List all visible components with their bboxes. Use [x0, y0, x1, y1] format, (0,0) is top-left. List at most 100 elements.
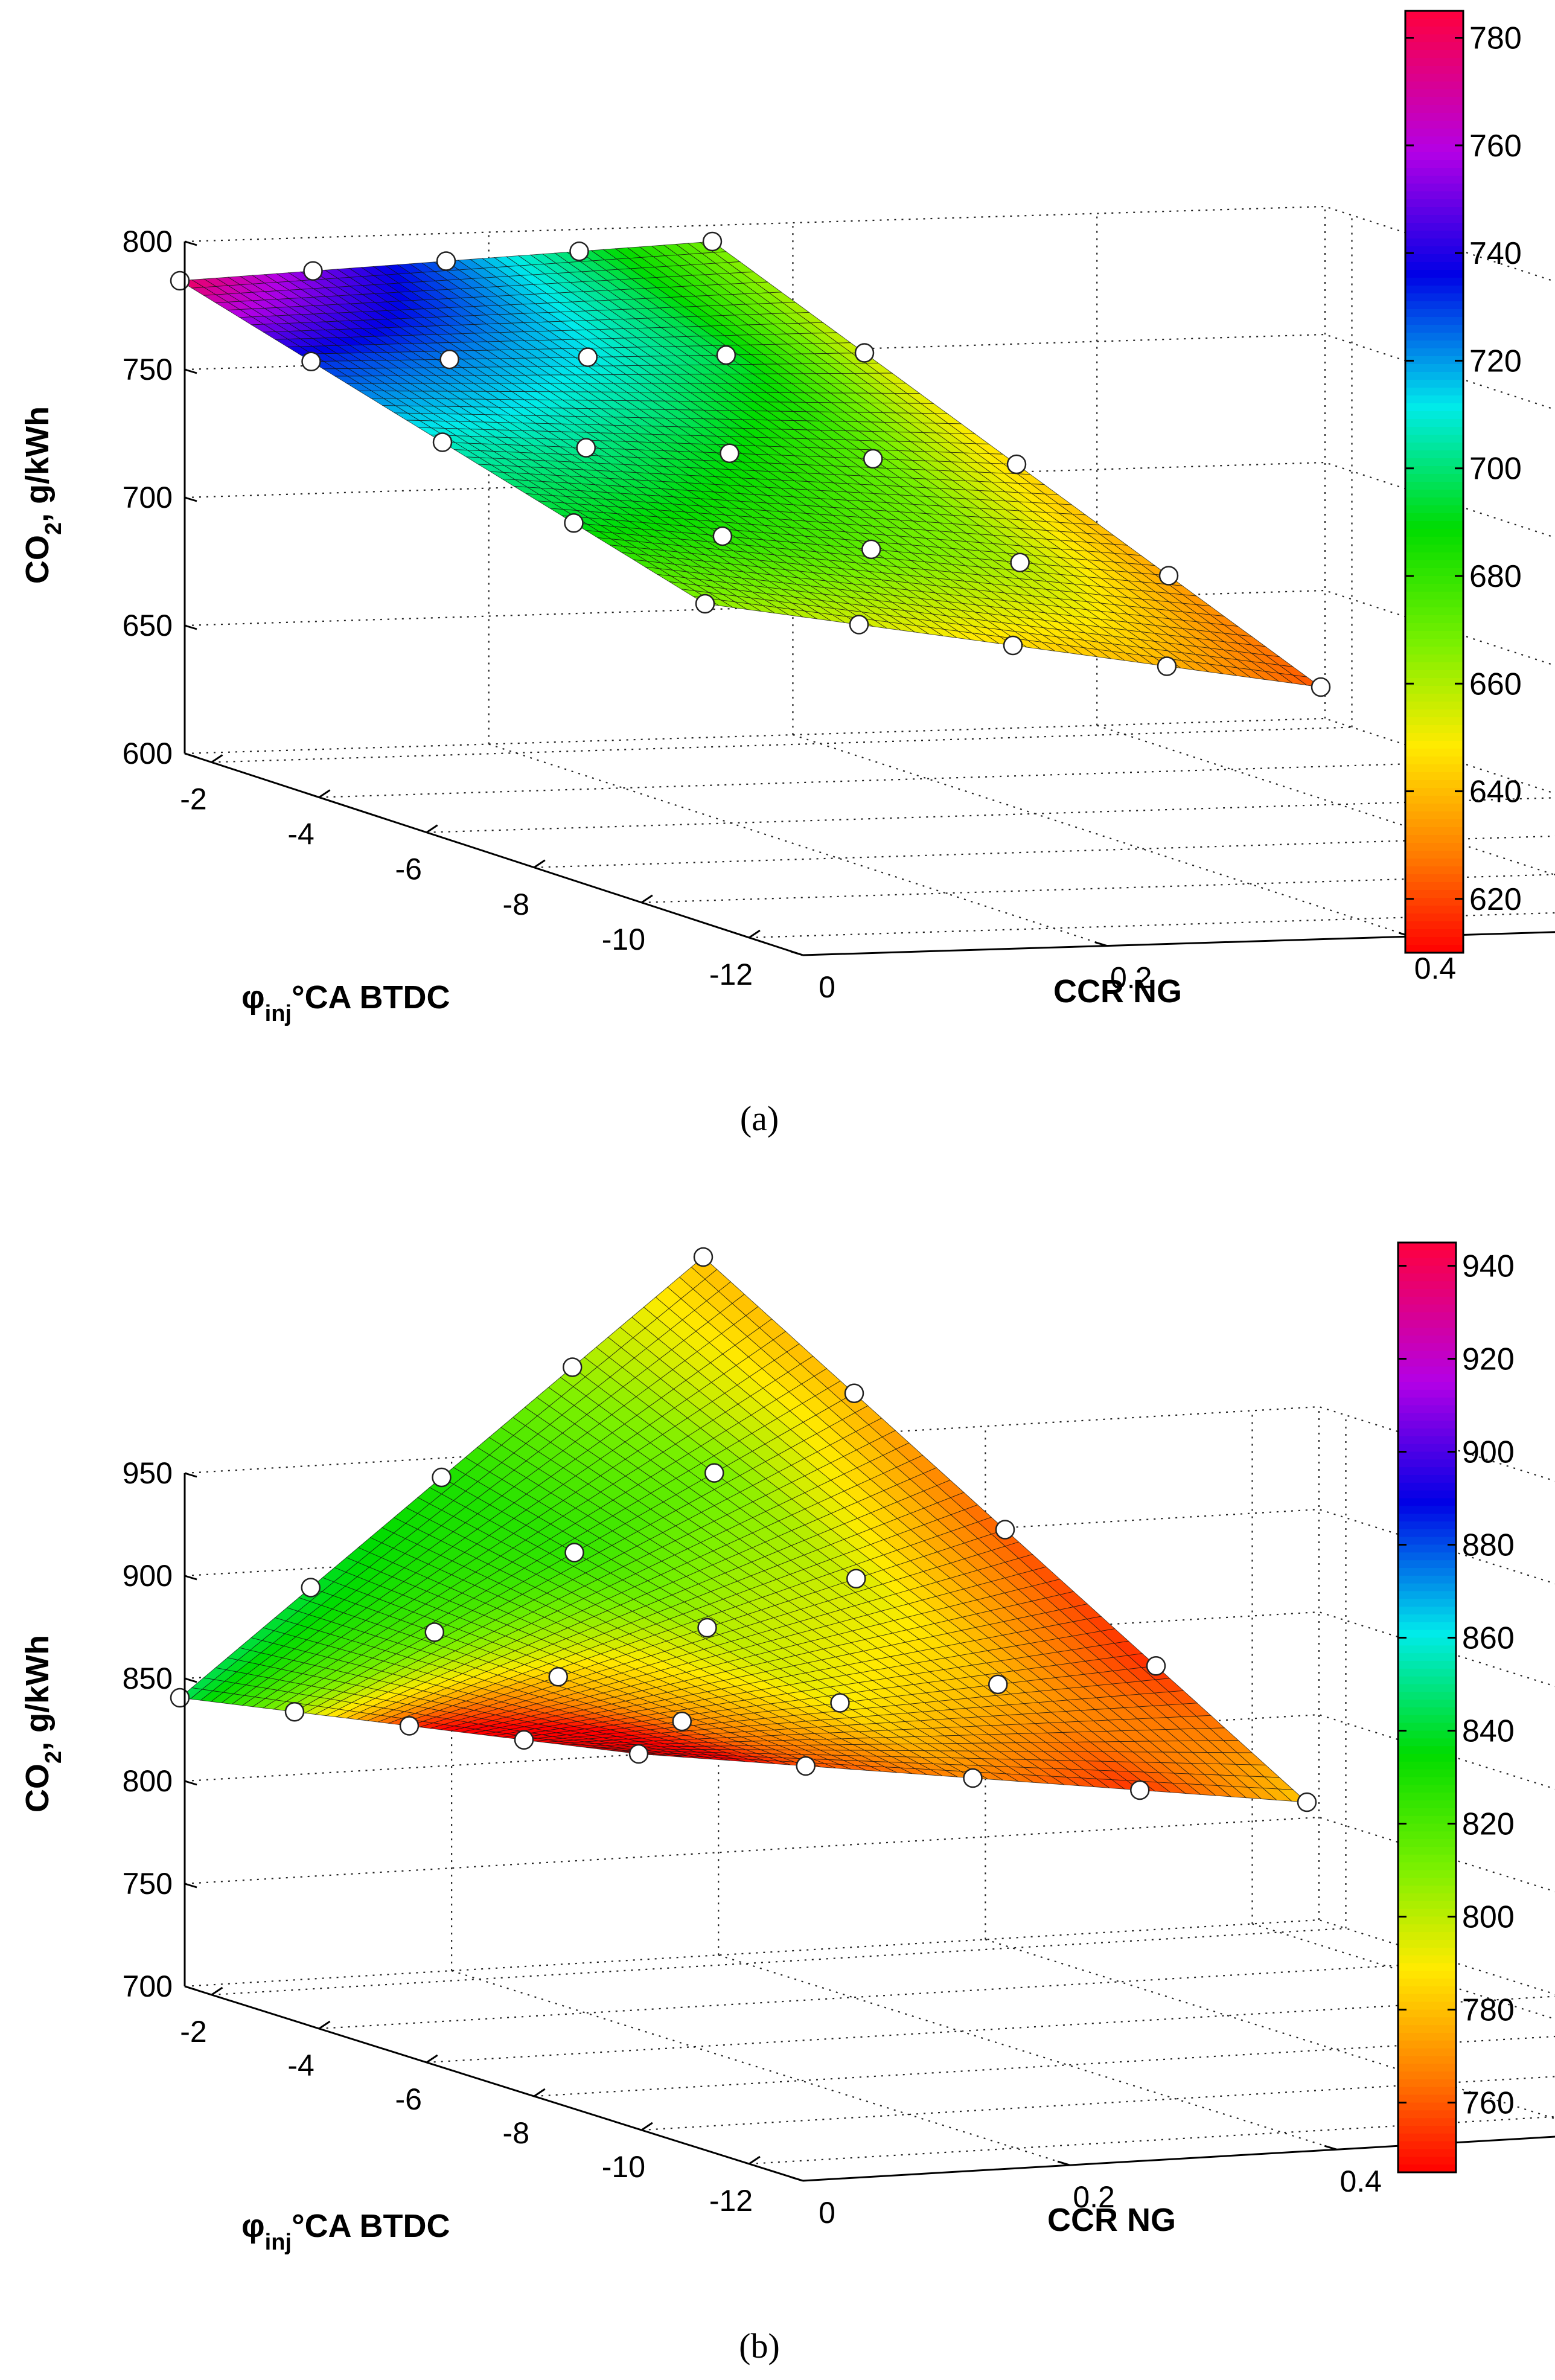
colorbar-step: [1405, 341, 1463, 349]
data-point-marker: [424, 1622, 444, 1642]
data-point-marker: [569, 242, 589, 261]
colorbar-step: [1398, 1537, 1456, 1546]
colorbar-step: [1405, 694, 1463, 702]
y-tick-label-1: 750: [123, 1867, 173, 1901]
colorbar-tick-label-0: 620: [1469, 882, 1522, 917]
colorbar-step: [1398, 1924, 1456, 1933]
x-tick-2: [426, 824, 438, 833]
colorbar-step: [1405, 144, 1463, 153]
colorbar-step: [1405, 286, 1463, 294]
colorbar-step: [1405, 129, 1463, 137]
data-point-marker: [863, 449, 883, 469]
colorbar-step: [1398, 2064, 1456, 2073]
colorbar-step: [1405, 945, 1463, 953]
colorbar-step: [1398, 1568, 1456, 1576]
colorbar-step: [1398, 1908, 1456, 1918]
colorbar-step: [1405, 537, 1463, 545]
colorbar-step: [1398, 1444, 1456, 1453]
colorbar-step: [1398, 1506, 1456, 1515]
grid-floor-x-4: [641, 2076, 1555, 2131]
colorbar-step: [1405, 647, 1463, 655]
data-point-marker: [846, 1569, 866, 1588]
z-tick-label-2: 0.4: [1339, 2164, 1382, 2198]
z-tick-label-2: 0.4: [1414, 952, 1457, 985]
colorbar-step: [1398, 1358, 1456, 1368]
colorbar-step: [1398, 2071, 1456, 2080]
panel-a: 600650700750800-2-4-6-8-10-1200.20.40.6 …: [19, 10, 1555, 1138]
y-tick-label-1: 650: [123, 609, 173, 642]
colorbar-step: [1398, 1591, 1456, 1600]
colorbar-step: [1405, 552, 1463, 561]
data-point-marker: [564, 513, 584, 533]
data-point-marker: [170, 270, 190, 291]
colorbar-step: [1405, 717, 1463, 726]
colorbar-step: [1398, 1971, 1456, 1980]
colorbar-tick-label-3: 680: [1469, 559, 1522, 594]
colorbar-step: [1405, 223, 1463, 231]
colorbar-step: [1405, 788, 1463, 796]
colorbar-step: [1405, 804, 1463, 812]
colorbar-step: [1405, 890, 1463, 898]
colorbar-step: [1398, 1839, 1456, 1847]
colorbar-step: [1405, 584, 1463, 592]
colorbar-step: [1405, 678, 1463, 686]
colorbar-step: [1405, 215, 1463, 223]
colorbar-step: [1405, 58, 1463, 66]
colorbar-step: [1405, 66, 1463, 74]
colorbar-step: [1405, 772, 1463, 781]
colorbar-step: [1398, 1653, 1456, 1662]
colorbar-step: [1405, 411, 1463, 420]
colorbar-step: [1405, 458, 1463, 467]
colorbar-step: [1398, 2040, 1456, 2049]
colorbar-step: [1398, 1250, 1456, 1259]
colorbar-step: [1405, 921, 1463, 930]
colorbar-step: [1398, 1583, 1456, 1592]
colorbar-step: [1398, 1800, 1456, 1809]
data-point-marker: [628, 1744, 649, 1764]
colorbar-step: [1398, 1994, 1456, 2003]
colorbar-step: [1398, 1692, 1456, 1701]
grid-floor-x-2: [426, 797, 1555, 833]
x-tick-label-4: -10: [602, 2150, 645, 2184]
colorbar-step: [1405, 819, 1463, 828]
data-point-marker: [284, 1702, 305, 1722]
colorbar-tick-label-5: 720: [1469, 344, 1522, 379]
colorbar-step: [1405, 505, 1463, 514]
colorbar-frame: [1404, 10, 1464, 954]
colorbar-step: [1398, 2048, 1456, 2057]
z-tick-label-1: 0.2: [1110, 961, 1152, 995]
colorbar-step: [1398, 1777, 1456, 1786]
colorbar-step: [1405, 309, 1463, 318]
colorbar-step: [1405, 450, 1463, 459]
colorbar-step: [1398, 2087, 1456, 2096]
colorbar-step: [1398, 1847, 1456, 1855]
colorbar-step: [1405, 278, 1463, 286]
colorbar-step: [1398, 1730, 1456, 1739]
colorbar-step: [1405, 403, 1463, 412]
colorbar-tick-label-4: 700: [1469, 452, 1522, 487]
colorbar-step: [1398, 1575, 1456, 1584]
data-point-marker: [436, 251, 456, 271]
colorbar-step: [1405, 513, 1463, 522]
colorbar-step: [1405, 11, 1463, 19]
colorbar-step: [1398, 1490, 1456, 1499]
colorbar-step: [1398, 1544, 1456, 1553]
colorbar-step: [1398, 1940, 1456, 1948]
data-point-marker: [432, 432, 453, 452]
data-point-marker: [564, 1543, 584, 1563]
colorbar-step: [1405, 199, 1463, 208]
colorbar-step: [1398, 2110, 1456, 2119]
x-tick-label-0: -2: [180, 782, 206, 816]
colorbar-step: [1398, 1614, 1456, 1623]
colorbar-step: [1405, 231, 1463, 239]
data-point-marker: [702, 231, 723, 252]
colorbar-step: [1405, 254, 1463, 263]
colorbar-tick-label-6: 740: [1469, 236, 1522, 271]
x-tick-label-4: -10: [602, 923, 645, 956]
x-tick-label-3: -8: [503, 888, 529, 921]
x-tick-label-5: -12: [709, 2184, 753, 2218]
colorbar-step: [1398, 1622, 1456, 1631]
colorbar-tick-label-0: 760: [1462, 2086, 1515, 2121]
